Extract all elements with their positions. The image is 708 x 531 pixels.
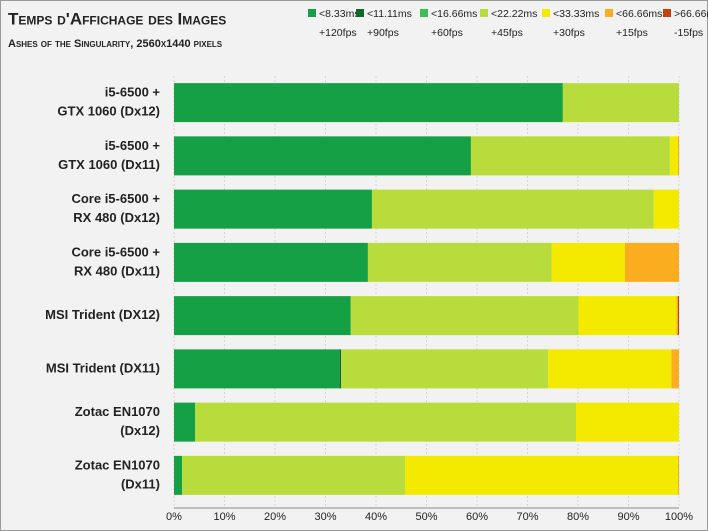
bar-segment [624, 242, 679, 282]
bar-segment [341, 349, 549, 389]
legend-swatch [420, 9, 428, 17]
bar-segment [174, 136, 471, 176]
x-tick-label: 70% [516, 511, 538, 523]
y-tick-label: Core i5-6500 + [71, 244, 160, 259]
x-tick-label: 20% [264, 511, 286, 523]
legend-swatch [663, 9, 671, 17]
legend-sublabel: +120fps [319, 27, 357, 39]
legend-label: <8.33ms [319, 8, 360, 20]
y-tick-label: MSI Trident (DX12) [45, 307, 160, 322]
bar-segment [671, 349, 679, 389]
legend-label: <33.33ms [553, 8, 599, 20]
y-tick-label: (Dx12) [120, 423, 160, 438]
chart-title: Temps d'Affichage des Images [8, 9, 226, 28]
legend-sublabel: +15fps [616, 27, 648, 39]
bar-segment [339, 349, 342, 389]
y-tick-label: MSI Trident (DX11) [46, 360, 160, 375]
y-tick-label: RX 480 (Dx12) [73, 210, 160, 225]
bar-segment [350, 296, 579, 336]
y-tick-label: (Dx11) [121, 476, 160, 491]
bar-segment [371, 189, 654, 229]
legend-label: <22.22ms [491, 8, 537, 20]
bar-segment [575, 402, 679, 442]
bar-segment [174, 349, 340, 389]
bar-segment [174, 189, 372, 229]
y-tick-label: Core i5-6500 + [71, 191, 160, 206]
bar-segment [174, 402, 196, 442]
bar-segment [562, 83, 679, 123]
legend-sublabel: -15fps [674, 27, 703, 39]
bar-segment [653, 189, 679, 229]
legend-swatch [542, 9, 550, 17]
legend-swatch [308, 9, 316, 17]
y-tick-label: GTX 1060 (Dx11) [58, 157, 160, 172]
bar-segment [578, 296, 677, 336]
y-tick-label: RX 480 (Dx11) [74, 263, 160, 278]
y-tick-label: GTX 1060 (Dx12) [57, 104, 160, 119]
bar-segment [677, 455, 679, 495]
bar-segment [367, 242, 552, 282]
bar-segment [669, 136, 678, 176]
legend-sublabel: +60fps [431, 27, 463, 39]
legend-sublabel: +90fps [367, 27, 399, 39]
bar-segment [551, 242, 625, 282]
bar-segment [676, 296, 678, 336]
x-tick-label: 90% [617, 511, 639, 523]
legend-label: <11.11ms [367, 8, 412, 20]
legend-label: >66.66ms [674, 8, 708, 20]
chart-subtitle: Ashes of the Singularity, 2560x1440 pixe… [8, 38, 223, 50]
legend-label: <16.66ms [431, 8, 477, 20]
y-tick-label: i5-6500 + [105, 138, 161, 153]
legend-label: <66.66ms [616, 8, 662, 20]
x-tick-label: 100% [665, 511, 693, 523]
x-tick-label: 10% [213, 511, 235, 523]
x-tick-label: 80% [567, 511, 589, 523]
bar-segment [174, 455, 183, 495]
x-tick-label: 50% [415, 511, 437, 523]
bar-segment [174, 296, 351, 336]
legend-swatch [356, 9, 364, 17]
legend-sublabel: +45fps [491, 27, 523, 39]
bar-segment [174, 83, 563, 123]
x-tick-label: 40% [365, 511, 387, 523]
bar-segment [405, 455, 678, 495]
x-tick-label: 60% [466, 511, 488, 523]
bar-segment [174, 242, 368, 282]
y-tick-label: Zotac EN1070 [75, 404, 160, 419]
legend-sublabel: +30fps [553, 27, 585, 39]
y-tick-label: Zotac EN1070 [75, 457, 160, 472]
bar-segment [677, 296, 679, 336]
x-tick-label: 0% [166, 511, 182, 523]
bar-segment [182, 455, 406, 495]
bar-segment [195, 402, 576, 442]
x-tick-label: 30% [314, 511, 336, 523]
bar-segment [677, 136, 679, 176]
bar-segment [470, 136, 670, 176]
legend-swatch [605, 9, 613, 17]
legend-swatch [480, 9, 488, 17]
bar-segment [548, 349, 672, 389]
y-tick-label: i5-6500 + [105, 85, 161, 100]
